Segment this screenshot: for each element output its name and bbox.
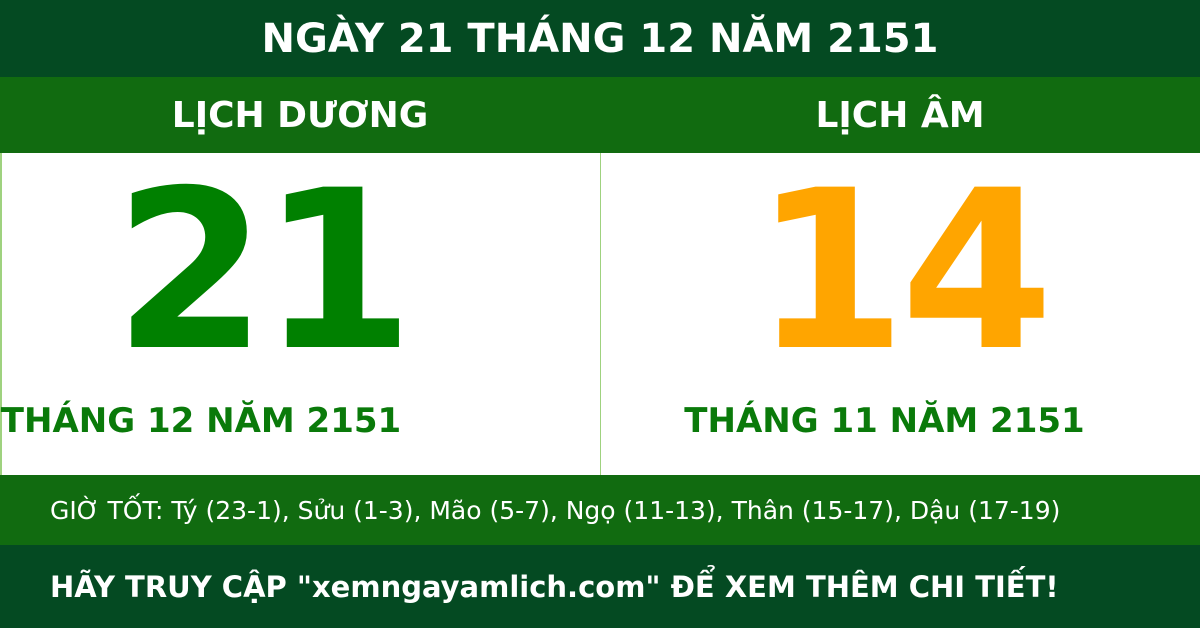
solar-calendar-label: LỊCH DƯƠNG (171, 94, 429, 136)
solar-day: 21 (113, 143, 414, 399)
lunar-panel: 14 THÁNG 11 NĂM 2151 (600, 153, 1200, 475)
lunar-day: 14 (753, 143, 1053, 399)
lunar-month-year: THÁNG 11 NĂM 2151 (684, 401, 1085, 441)
page-title: NGÀY 21 THÁNG 12 NĂM 2151 (0, 0, 1200, 77)
solar-panel: 21 THÁNG 12 NĂM 2151 (0, 153, 600, 475)
good-hours: GIỜ TỐT: Tý (23-1), Sửu (1-3), Mão (5-7)… (0, 475, 1200, 545)
lunar-calendar-label: LỊCH ÂM (815, 94, 985, 136)
calendar-headers: LỊCH DƯƠNG LỊCH ÂM (0, 77, 1200, 153)
solar-month-year: THÁNG 12 NĂM 2151 (0, 401, 402, 441)
footer-cta: HÃY TRUY CẬP "xemngayamlich.com" ĐỂ XEM … (0, 545, 1200, 628)
